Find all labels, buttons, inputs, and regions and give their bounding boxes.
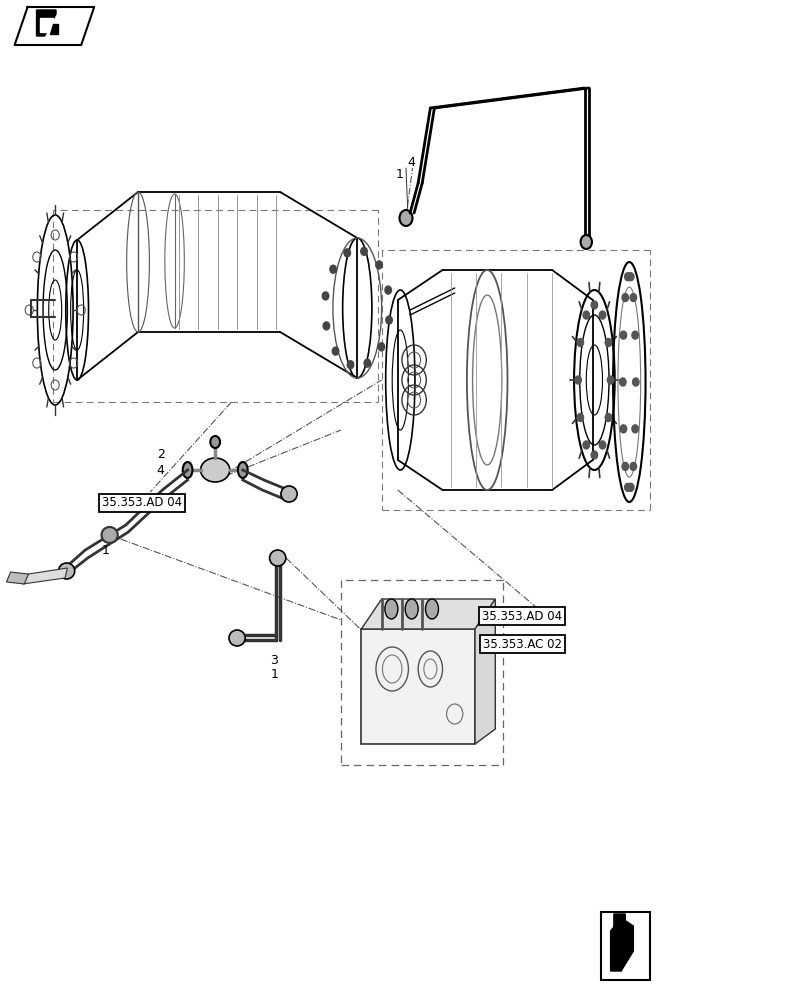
Text: 35.353.AD 04: 35.353.AD 04 bbox=[482, 609, 561, 622]
Polygon shape bbox=[6, 572, 28, 584]
Bar bbox=[600, 912, 649, 980]
Circle shape bbox=[577, 414, 583, 422]
Circle shape bbox=[329, 265, 336, 273]
Ellipse shape bbox=[281, 486, 297, 502]
Circle shape bbox=[621, 462, 628, 470]
Text: 4: 4 bbox=[407, 155, 415, 168]
Ellipse shape bbox=[384, 599, 397, 619]
Ellipse shape bbox=[399, 210, 412, 226]
Ellipse shape bbox=[58, 563, 75, 579]
Circle shape bbox=[574, 376, 581, 384]
Circle shape bbox=[332, 347, 338, 355]
Circle shape bbox=[629, 462, 636, 470]
Polygon shape bbox=[23, 568, 67, 584]
Ellipse shape bbox=[425, 599, 438, 619]
Circle shape bbox=[360, 247, 367, 255]
Ellipse shape bbox=[210, 436, 220, 448]
Circle shape bbox=[322, 292, 328, 300]
Circle shape bbox=[375, 261, 382, 269]
Polygon shape bbox=[610, 918, 633, 971]
Circle shape bbox=[627, 273, 633, 281]
Polygon shape bbox=[474, 599, 495, 744]
Circle shape bbox=[631, 331, 637, 339]
Circle shape bbox=[590, 451, 597, 459]
Circle shape bbox=[629, 294, 636, 302]
Circle shape bbox=[627, 483, 633, 491]
Polygon shape bbox=[40, 18, 53, 32]
Text: 35.353.AD 04: 35.353.AD 04 bbox=[102, 496, 182, 510]
Polygon shape bbox=[613, 914, 624, 938]
Circle shape bbox=[590, 301, 597, 309]
Circle shape bbox=[582, 441, 589, 449]
Ellipse shape bbox=[580, 235, 591, 249]
Circle shape bbox=[378, 343, 384, 351]
Ellipse shape bbox=[182, 462, 192, 478]
Circle shape bbox=[607, 376, 613, 384]
Ellipse shape bbox=[200, 458, 230, 482]
Text: 35.353.AC 02: 35.353.AC 02 bbox=[482, 638, 561, 650]
Circle shape bbox=[619, 378, 625, 386]
Circle shape bbox=[631, 425, 637, 433]
Polygon shape bbox=[36, 10, 56, 36]
Circle shape bbox=[624, 483, 630, 491]
Text: 1: 1 bbox=[101, 544, 109, 556]
Text: 1: 1 bbox=[270, 668, 278, 682]
Circle shape bbox=[620, 331, 626, 339]
Text: 2: 2 bbox=[157, 448, 165, 462]
Circle shape bbox=[385, 316, 392, 324]
Circle shape bbox=[344, 249, 350, 257]
Text: 4: 4 bbox=[157, 464, 165, 477]
Circle shape bbox=[323, 322, 329, 330]
Circle shape bbox=[582, 311, 589, 319]
Circle shape bbox=[347, 361, 354, 369]
Circle shape bbox=[599, 311, 605, 319]
Circle shape bbox=[363, 359, 370, 367]
Polygon shape bbox=[361, 599, 495, 629]
Ellipse shape bbox=[229, 630, 245, 646]
Circle shape bbox=[624, 273, 630, 281]
Circle shape bbox=[599, 441, 605, 449]
Text: 3: 3 bbox=[270, 654, 278, 666]
Circle shape bbox=[604, 338, 611, 347]
Circle shape bbox=[621, 294, 628, 302]
Polygon shape bbox=[49, 24, 58, 34]
Ellipse shape bbox=[269, 550, 285, 566]
Text: 1: 1 bbox=[395, 168, 403, 182]
Ellipse shape bbox=[238, 462, 247, 478]
Bar bbox=[361, 629, 474, 744]
Circle shape bbox=[577, 338, 583, 347]
Circle shape bbox=[632, 378, 638, 386]
Ellipse shape bbox=[101, 527, 118, 543]
Circle shape bbox=[604, 414, 611, 422]
Ellipse shape bbox=[405, 599, 418, 619]
Circle shape bbox=[384, 286, 391, 294]
Circle shape bbox=[620, 425, 626, 433]
